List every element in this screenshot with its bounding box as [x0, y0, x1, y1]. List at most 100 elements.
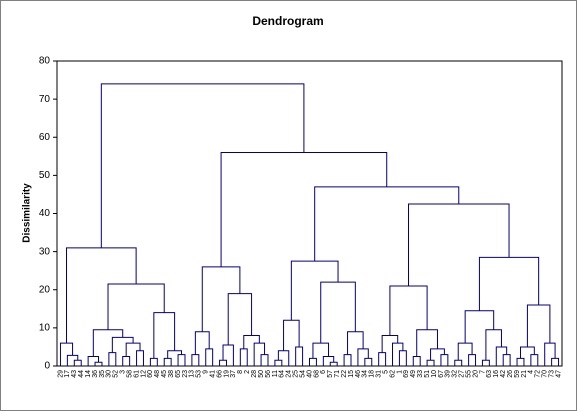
y-axis-label: Dissimilarity [22, 183, 33, 243]
link [322, 355, 335, 366]
leaf-label: 32 [452, 370, 459, 378]
leaf-label: 59 [514, 370, 521, 378]
y-tick-label: 80 [39, 56, 51, 67]
link [519, 346, 535, 359]
link [430, 348, 445, 361]
leaf-label: 42 [500, 370, 507, 378]
leaf-label: 30 [106, 370, 113, 378]
leaf-label: 68 [313, 370, 320, 378]
link [260, 354, 269, 366]
link [468, 354, 477, 366]
leaf-label: 12 [140, 370, 147, 378]
leaf-label: 1 [396, 370, 403, 374]
link [239, 348, 248, 366]
leaf-label: 51 [424, 370, 431, 378]
leaf-label: 43 [71, 370, 78, 378]
link [227, 293, 253, 346]
leaf-label: 69 [403, 370, 410, 378]
leaf-label: 6 [320, 370, 327, 374]
link [122, 355, 131, 366]
leaf-label: 46 [355, 370, 362, 378]
link [412, 355, 421, 366]
leaf-label: 16 [493, 370, 500, 378]
leaf-label: 31 [376, 370, 383, 378]
link [205, 348, 214, 366]
leaf-label: 26 [507, 370, 514, 378]
link [314, 186, 460, 262]
y-tick-label: 60 [39, 132, 51, 143]
leaf-label: 61 [133, 370, 140, 378]
leaf-label: 56 [265, 370, 272, 378]
leaf-label: 38 [168, 370, 175, 378]
y-tick-label: 20 [39, 284, 51, 295]
link [347, 331, 364, 355]
leaf-label: 13 [189, 370, 196, 378]
leaf-label: 71 [334, 370, 341, 378]
leaf-label: 63 [486, 370, 493, 378]
leaf-label: 65 [175, 370, 182, 378]
leaf-label: 73 [548, 370, 555, 378]
link [343, 354, 352, 366]
leaf-label: 67 [438, 370, 445, 378]
leaf-label: 22 [341, 370, 348, 378]
link [530, 354, 539, 366]
link [502, 354, 511, 366]
leaf-label: 8 [237, 370, 244, 374]
leaf-label: 28 [251, 370, 258, 378]
link [194, 331, 210, 355]
link [295, 346, 304, 366]
leaf-label: 72 [535, 370, 542, 378]
link [66, 247, 137, 344]
leaf-label: 52 [113, 370, 120, 378]
leaf-label: 44 [78, 370, 85, 378]
leaf-label: 29 [57, 370, 64, 378]
link [87, 355, 100, 366]
link [100, 83, 305, 248]
link [464, 310, 495, 344]
leaf-label: 35 [99, 370, 106, 378]
link [408, 203, 510, 286]
link [177, 354, 186, 366]
leaf-label: 54 [299, 370, 306, 378]
leaf-label: 57 [327, 370, 334, 378]
leaf-label: 24 [286, 370, 293, 378]
leaf-label: 21 [521, 370, 528, 378]
leaf-label: 11 [272, 370, 279, 377]
y-tick-label: 40 [39, 208, 51, 219]
link [329, 361, 338, 366]
leaf-label: 7 [479, 370, 486, 374]
chart-title: Dendrogram [252, 14, 323, 28]
leaf-label: 34 [362, 370, 369, 378]
y-tick-label: 0 [44, 361, 50, 372]
leaf-label: 18 [369, 370, 376, 378]
leaf-label: 3 [120, 370, 127, 374]
leaf-label: 14 [85, 370, 92, 378]
link [440, 354, 449, 366]
leaf-label: 23 [182, 370, 189, 378]
leaf-label: 37 [230, 370, 237, 378]
y-tick-label: 50 [39, 170, 51, 181]
leaf-label: 49 [410, 370, 417, 378]
link [94, 361, 103, 366]
leaf-label: 15 [348, 370, 355, 378]
leaf-label: 60 [147, 370, 154, 378]
leaf-label: 70 [542, 370, 549, 378]
leaf-label: 25 [293, 370, 300, 378]
leaf-label: 27 [459, 370, 466, 378]
leaf-label: 45 [161, 370, 168, 378]
y-tick-label: 70 [39, 94, 51, 105]
y-tick-label: 30 [39, 246, 51, 257]
leaf-label: 4 [528, 370, 535, 374]
plot-area [56, 60, 563, 367]
leaf-label: 9 [203, 370, 210, 374]
leaf-label: 41 [209, 370, 216, 378]
leaf-label: 50 [258, 370, 265, 378]
leaf-label: 39 [445, 370, 452, 378]
leaf-label: 33 [417, 370, 424, 378]
leaf-label: 53 [196, 370, 203, 378]
leaf-label: 58 [126, 370, 133, 378]
leaf-label: 47 [555, 370, 562, 378]
leaf-label: 17 [64, 370, 71, 378]
leaf-label: 66 [216, 370, 223, 378]
